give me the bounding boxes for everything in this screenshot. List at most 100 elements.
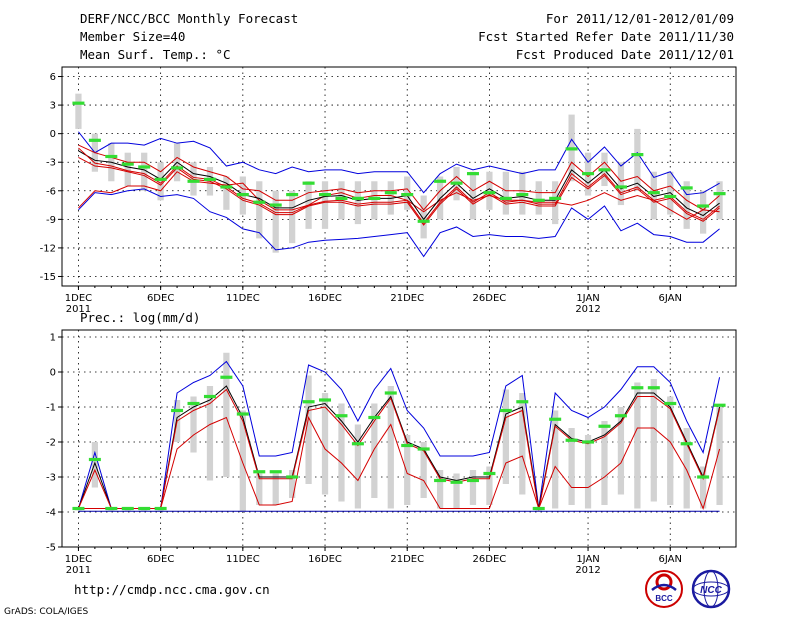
prec-xtick-label: 16DEC: [308, 554, 342, 565]
temp-observation-marker: [154, 177, 167, 181]
prec-ytick-label: -5: [46, 543, 56, 554]
prec-spread-box: [190, 396, 197, 453]
temp-observation-marker: [565, 147, 578, 151]
temp-observation-marker: [417, 219, 430, 223]
prec-xtick-label: 1JAN: [576, 554, 599, 565]
temp-spread-box: [420, 195, 427, 239]
prec-observation-marker: [401, 443, 414, 448]
temp-year-label: 2012: [575, 304, 600, 315]
temp-observation-marker: [302, 181, 315, 185]
prec-observation-marker: [220, 375, 233, 379]
temp-ytick-label: 6: [50, 72, 56, 83]
prec-envelope-high-line: [77, 360, 721, 509]
prec-panel-title: Prec.: log(mm/d): [80, 310, 200, 325]
temp-observation-marker: [138, 165, 151, 169]
prec-spread-box: [552, 410, 559, 509]
prec-xtick-label: 11DEC: [226, 554, 260, 565]
prec-observation-marker: [171, 408, 184, 413]
prec-observation-marker: [549, 417, 562, 421]
temp-series-max-line: [78, 171, 720, 220]
prec-xtick-label: 1DEC: [65, 554, 92, 565]
temp-envelope-low-line: [78, 188, 720, 258]
prec-observation-marker: [236, 412, 249, 416]
prec-spread-box: [272, 473, 279, 505]
temp-xtick-label: 1DEC: [65, 293, 92, 304]
prec-spread-box: [486, 466, 493, 505]
temp-observation-marker: [614, 185, 627, 189]
prec-spread-box: [634, 382, 641, 509]
prec-spread-box: [716, 407, 723, 505]
prec-year-label: 2011: [66, 565, 91, 576]
temp-xtick-label: 1JAN: [576, 293, 599, 304]
prec-spread-box: [584, 435, 592, 509]
fcst-started-date: Fcst Started Refer Date 2011/11/30: [478, 29, 734, 44]
prec-spread-box: [699, 466, 707, 509]
temp-panel-title: Mean Surf. Temp.: °C: [80, 47, 231, 62]
temp-ytick-label: -15: [40, 272, 56, 283]
temp-observation-marker: [450, 181, 463, 185]
prec-plot-frame: [61, 329, 737, 548]
prec-spread-box: [338, 403, 345, 502]
temp-xtick-label: 11DEC: [226, 293, 260, 304]
grads-credit: GrADS: COLA/IGES: [4, 607, 88, 617]
temp-observation-marker: [384, 191, 397, 195]
temp-spread-box: [256, 181, 263, 239]
prec-spread-box: [223, 352, 230, 477]
prec-observation-marker: [450, 480, 463, 484]
prec-spread-box: [91, 442, 99, 488]
temp-observation-marker: [368, 196, 381, 200]
prec-spread-box: [387, 386, 394, 509]
prec-spread-box: [683, 428, 690, 509]
prec-observation-marker: [351, 442, 364, 446]
temp-observation-marker: [434, 179, 447, 183]
ncc-logo: NCC: [691, 569, 731, 609]
prec-spread-box: [289, 470, 296, 498]
temp-series-p25-line: [78, 157, 720, 226]
prec-observation-marker: [582, 440, 595, 444]
prec-spread-box: [617, 407, 625, 495]
temperature-panel: 6 3 0 -3 -6 -9 -12 -15 1DEC 6DEC 11DEC 16DEC 21DEC 26…: [40, 66, 737, 315]
prec-observation-marker: [121, 506, 134, 511]
temp-observation-marker: [598, 168, 611, 172]
temp-observation-marker: [72, 101, 85, 105]
temp-observation-marker: [335, 196, 348, 200]
prec-spread-box: [371, 403, 378, 498]
temp-observation-marker: [532, 198, 545, 202]
temp-observation-marker: [236, 192, 249, 197]
prec-spread-box: [206, 386, 214, 481]
figure-title: DERF/NCC/BCC Monthly Forecast: [80, 11, 298, 26]
temp-observation-marker: [697, 204, 710, 208]
prec-spread-box: [239, 410, 246, 512]
temp-xtick-label: 16DEC: [308, 293, 342, 304]
temp-spread-box: [535, 181, 542, 215]
prec-observation-marker: [138, 506, 151, 511]
temp-observation-marker: [203, 177, 216, 181]
temp-observation-marker: [549, 196, 562, 200]
prec-observation-marker: [72, 506, 85, 511]
temp-xtick-label: 6DEC: [147, 293, 174, 304]
prec-spread-box: [420, 442, 427, 498]
temp-xtick-label: 26DEC: [473, 293, 507, 304]
temp-spread-box: [75, 93, 82, 129]
temp-spread-box: [716, 181, 723, 220]
prec-year-label: 2012: [575, 565, 600, 576]
prec-spread-box: [354, 424, 362, 509]
temp-observation-marker: [499, 196, 512, 200]
bcc-logo: BCC: [645, 570, 683, 608]
temp-observation-marker: [483, 191, 496, 195]
temp-xtick-label: 21DEC: [390, 293, 424, 304]
temp-spread-box: [371, 181, 378, 220]
prec-observation-marker: [647, 386, 660, 390]
temp-observation-marker: [220, 185, 233, 189]
prec-observation-marker: [154, 506, 167, 511]
temp-spread-box: [486, 171, 493, 210]
prec-series-low-line: [78, 416, 721, 511]
temp-spread-box: [502, 171, 509, 215]
temp-observation-marker: [269, 203, 282, 207]
temp-ytick-label: 3: [50, 101, 56, 112]
prec-observation-marker: [286, 475, 299, 479]
prec-observation-marker: [680, 442, 693, 446]
temp-spread-box: [617, 162, 625, 206]
fcst-produced-date: Fcst Produced Date 2011/12/01: [516, 47, 734, 62]
